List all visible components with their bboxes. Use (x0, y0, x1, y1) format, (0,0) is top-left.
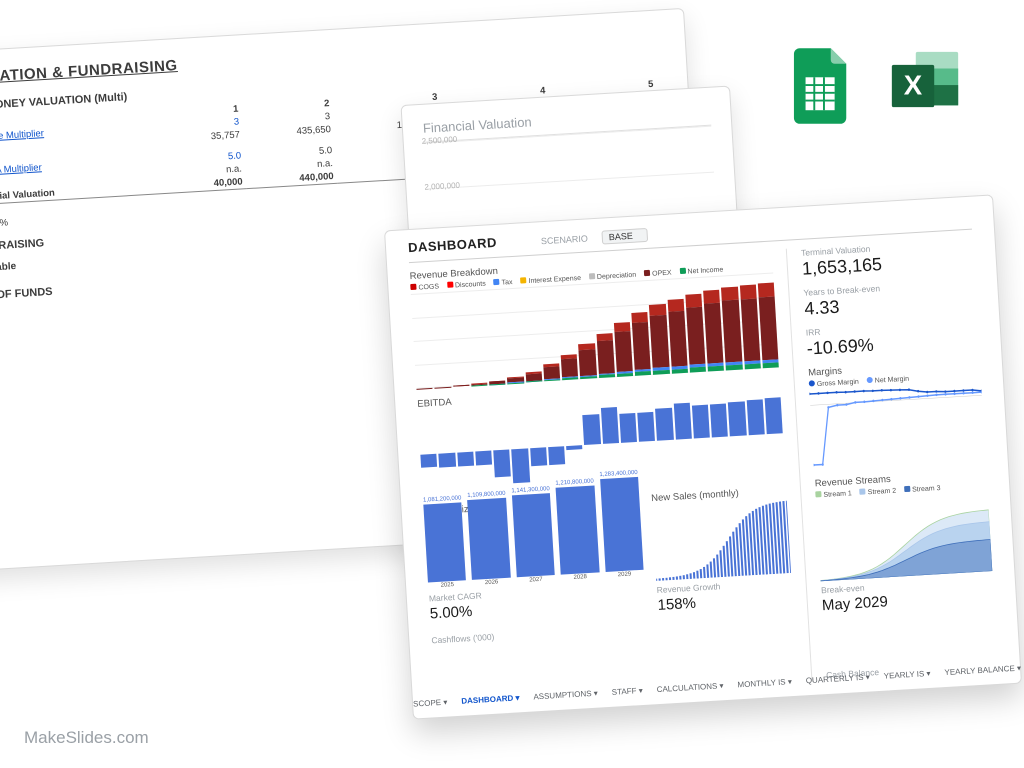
excel-icon[interactable]: X (890, 48, 960, 124)
scenario-dropdown[interactable]: BASE (601, 228, 648, 245)
tab-staff[interactable]: STAFF ▾ (611, 686, 642, 697)
years-to-breakeven-block: Years to Break-even 4.33 (803, 278, 977, 320)
dashboard-left-column: Revenue Breakdown COGS Discounts Tax Int… (409, 250, 797, 705)
margins-panel: Margins Gross Margin Net Margin (808, 357, 986, 468)
file-format-icons: X (792, 48, 960, 124)
ebitda-panel: EBITDA (417, 377, 785, 496)
net-margin-line[interactable] (810, 392, 985, 465)
new-sales-bar[interactable] (655, 579, 657, 581)
dashboard-right-column: Terminal Valuation 1,653,165 Years to Br… (786, 238, 998, 682)
new-sales-bar[interactable] (696, 571, 698, 579)
new-sales-bar[interactable] (722, 546, 726, 577)
new-sales-bar[interactable] (686, 574, 688, 579)
new-sales-bar[interactable] (726, 541, 730, 577)
new-sales-bar[interactable] (710, 562, 713, 578)
dashboard-card: DASHBOARD SCENARIO BASE Revenue Breakdow… (384, 194, 1022, 719)
tab-scope[interactable]: SCOPE ▾ (413, 698, 448, 709)
scenario-label: SCENARIO (541, 233, 589, 246)
new-sales-bar[interactable] (669, 577, 671, 580)
terminal-valuation-block: Terminal Valuation 1,653,165 (801, 238, 975, 280)
new-sales-bar[interactable] (676, 576, 678, 579)
market-size-bar[interactable]: 1,210,800,000 2028 (555, 478, 599, 581)
market-size-bar[interactable]: 1,081,200,000 2025 (423, 495, 467, 589)
new-sales-bar[interactable] (700, 569, 703, 578)
new-sales-bar[interactable] (719, 550, 723, 577)
new-sales-bar[interactable] (679, 576, 681, 580)
new-sales-bar[interactable] (716, 554, 719, 577)
revenue-bar[interactable] (757, 273, 779, 369)
bottom-charts-row: Market Size 1,081,200,000 2025 1,109,800… (423, 485, 793, 627)
new-sales-bar[interactable] (713, 558, 716, 577)
new-sales-bar[interactable] (658, 578, 660, 580)
revenue-breakdown-chart[interactable] (411, 273, 779, 389)
new-sales-bar[interactable] (703, 567, 706, 578)
market-size-bar[interactable]: 1,109,800,000 2026 (467, 491, 511, 587)
new-sales-bar[interactable] (706, 564, 709, 578)
new-sales-chart[interactable] (652, 498, 791, 581)
margins-chart[interactable] (809, 380, 985, 468)
revenue-breakdown-panel: Revenue Breakdown COGS Discounts Tax Int… (409, 250, 778, 389)
dashboard-title: DASHBOARD (408, 235, 498, 255)
revenue-streams-chart[interactable] (816, 491, 992, 581)
dashboard-grid: Revenue Breakdown COGS Discounts Tax Int… (409, 238, 998, 705)
market-size-bar[interactable]: 1,283,400,000 2029 (599, 470, 644, 579)
new-sales-bar[interactable] (693, 572, 695, 579)
revenue-streams-panel: Revenue Streams Stream 1 Stream 2 Stream… (814, 468, 994, 614)
ebitda-bar[interactable] (764, 390, 785, 476)
tab-monthly-is[interactable]: MONTHLY IS ▾ (737, 677, 792, 689)
new-sales-bar[interactable] (683, 575, 685, 579)
watermark-text: MakeSlides.com (24, 728, 149, 748)
tab-yearly-is[interactable]: YEARLY IS ▾ (883, 669, 930, 681)
new-sales-bar[interactable] (665, 578, 667, 581)
market-size-panel: Market Size 1,081,200,000 2025 1,109,800… (423, 494, 646, 628)
new-sales-bar[interactable] (689, 573, 691, 579)
new-sales-bar[interactable] (672, 577, 674, 580)
market-size-bar[interactable]: 1,141,300,000 2027 (511, 486, 555, 584)
google-sheets-icon[interactable] (792, 48, 854, 124)
new-sales-bar[interactable] (729, 536, 733, 576)
new-sales-panel: New Sales (monthly) Revenue Growth 158% (651, 485, 793, 614)
svg-text:X: X (904, 69, 923, 100)
market-size-chart[interactable]: 1,081,200,000 2025 1,109,800,000 2026 1,… (424, 507, 644, 590)
irr-block: IRR -10.69% (806, 317, 980, 359)
new-sales-bar[interactable] (662, 578, 664, 581)
